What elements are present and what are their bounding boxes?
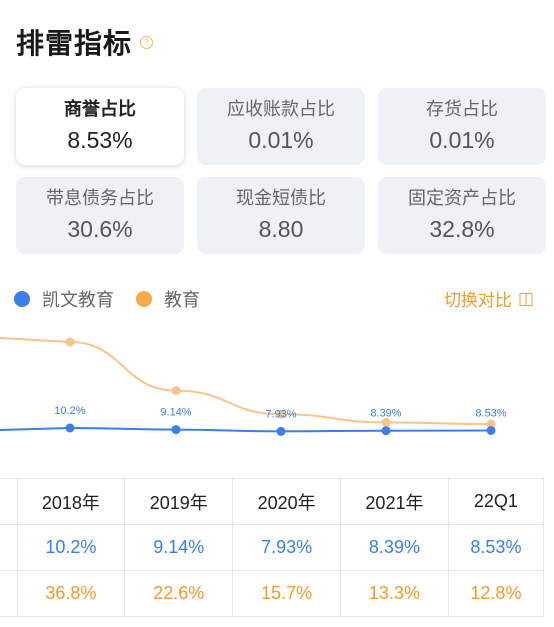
legend-label: 教育 [164,290,200,311]
table-header-cell: 2019年 [124,478,234,525]
switch-compare-label: 切换对比 [443,291,512,311]
legend-item-company[interactable]: 凯文教育 [14,286,114,312]
card-goodwill-ratio[interactable]: 商誉占比 8.53% [16,88,184,165]
card-label: 固定资产占比 [408,187,516,209]
data-point[interactable] [276,426,286,436]
table-cell: 15.7% [232,570,342,617]
table-stub-cell [0,524,18,571]
data-point[interactable] [65,337,75,347]
data-point[interactable] [276,409,286,419]
page-header: 排雷指标 ? [16,22,154,62]
data-label: 7.93% [265,408,296,420]
card-value: 0.01% [429,126,495,153]
table-cell: 22.6% [124,570,234,617]
data-point[interactable] [171,425,181,435]
data-point[interactable] [486,426,496,436]
data-point[interactable] [486,419,496,429]
legend-label: 凯文教育 [42,290,114,311]
data-label: 9.14% [160,407,191,419]
table-cell: 7.93% [232,524,342,571]
table-cell: 8.53% [447,524,545,571]
card-cash-short-debt-ratio[interactable]: 现金短债比 8.80 [197,177,365,254]
data-label: 8.39% [370,408,401,420]
data-point[interactable] [381,426,391,436]
card-value: 8.80 [258,215,304,242]
table-cell: 36.8% [16,570,126,617]
table-header-cell: 22Q1 [447,478,545,525]
table-row: 10.2% 9.14% 7.93% 8.39% 8.53% [0,524,545,571]
card-value: 8.53% [67,126,133,153]
legend-dot [136,291,152,307]
data-point[interactable] [171,386,181,396]
table-stub-cell [0,570,18,617]
compare-toggle-icon: ◫ [517,288,534,309]
data-label: 8.53% [475,408,506,420]
table-cell: 10.2% [16,524,126,571]
question-circle-icon[interactable]: ? [140,35,154,49]
legend-dot [14,291,30,307]
table-header-cell: 2021年 [340,478,449,525]
card-value: 30.6% [67,215,133,242]
card-label: 应收账款占比 [227,98,335,120]
card-value: 0.01% [248,126,314,153]
card-fixed-assets-ratio[interactable]: 固定资产占比 32.8% [378,177,546,254]
data-point[interactable] [65,423,75,433]
table-header-cell: 2018年 [16,478,126,525]
card-label: 存货占比 [426,98,498,120]
table-cell: 8.39% [340,524,449,571]
table-header-cell: 2020年 [232,478,342,525]
data-point[interactable] [381,417,391,427]
card-label: 带息债务占比 [46,187,154,209]
indicator-cards: 商誉占比 8.53% 应收账款占比 0.01% 存货占比 0.01% 带息债务占… [16,88,546,254]
series-line-1 [0,337,492,426]
chart-legend: 凯文教育 教育 切换对比 ◫ [14,286,534,312]
card-interest-debt-ratio[interactable]: 带息债务占比 30.6% [16,177,184,254]
card-receivables-ratio[interactable]: 应收账款占比 0.01% [197,88,365,165]
table-row: 36.8% 22.6% 15.7% 13.3% 12.8% [0,570,545,617]
data-label: 10.2% [54,405,85,417]
table-cell: 9.14% [124,524,234,571]
table-cell: 12.8% [447,570,545,617]
table-stub-cell [0,478,18,525]
data-table: 2018年 2019年 2020年 2021年 22Q1 10.2% 9.14%… [0,478,545,617]
page-title: 排雷指标 [16,27,133,60]
card-label: 商誉占比 [64,98,136,120]
card-label: 现金短债比 [236,187,326,209]
line-chart: 10.2% 9.14% 7.93% 8.39% 8.53% [0,337,507,436]
switch-compare-button[interactable]: 切换对比 ◫ [443,286,534,312]
legend-item-industry[interactable]: 教育 [136,286,200,312]
card-inventory-ratio[interactable]: 存货占比 0.01% [378,88,546,165]
table-cell: 13.3% [340,570,449,617]
table-header-row: 2018年 2019年 2020年 2021年 22Q1 [0,478,545,525]
card-value: 32.8% [429,215,495,242]
